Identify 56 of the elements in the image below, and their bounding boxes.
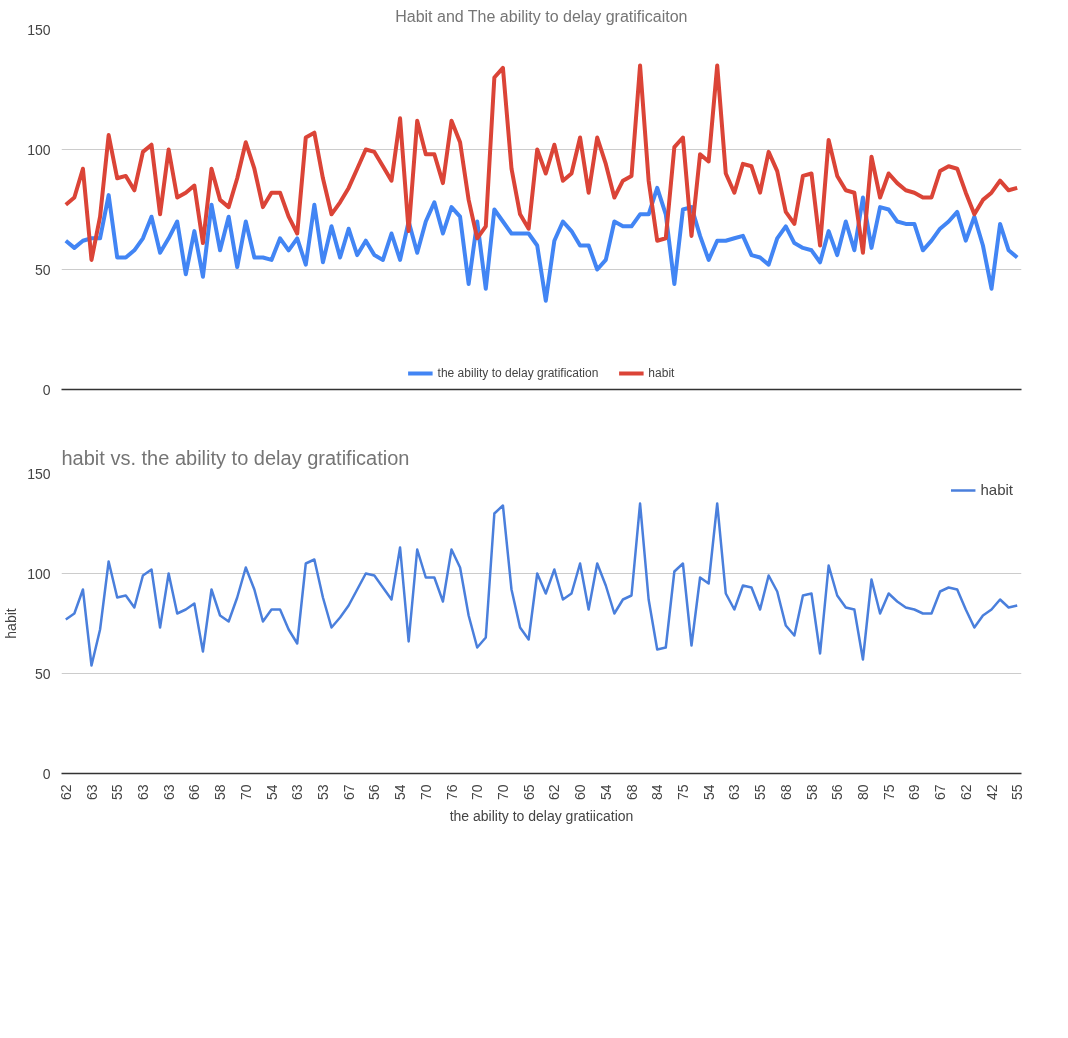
x-tick-label: 62 [957, 784, 974, 801]
x-tick-label: 54 [597, 784, 614, 801]
y-axis-title: habit [3, 608, 20, 639]
x-tick-label: 80 [854, 784, 871, 801]
y-tick-label: 0 [42, 381, 51, 398]
x-tick-label: 60 [572, 784, 589, 801]
x-tick-label: 70 [237, 784, 254, 801]
y-tick-label: 0 [42, 765, 51, 782]
x-tick-label: 63 [160, 784, 177, 801]
x-tick-label: 42 [983, 784, 1000, 801]
y-tick-label: 100 [27, 565, 51, 582]
x-tick-label: 56 [829, 784, 846, 801]
x-tick-label: 62 [546, 784, 563, 801]
x-tick-label: 54 [263, 784, 280, 801]
x-tick-label: 58 [803, 784, 820, 801]
x-tick-label: 54 [392, 784, 409, 801]
line-series [64, 502, 1019, 667]
y-tick-label: 50 [34, 665, 51, 682]
x-tick-label: 63 [726, 784, 743, 801]
x-tick-label: 62 [57, 784, 74, 801]
x-tick-label: 63 [83, 784, 100, 801]
x-tick-label: 55 [1009, 784, 1026, 801]
line-series [63, 63, 1020, 262]
x-tick-label: 53 [314, 784, 331, 801]
x-axis-title: the ability to delay gratiication [449, 808, 634, 825]
chart-title: Habit and The ability to delay gratificaiton [395, 7, 688, 25]
x-tick-label: 75 [880, 784, 897, 801]
y-tick-label: 150 [27, 465, 51, 482]
x-tick-label: 63 [289, 784, 306, 801]
y-tick-label: 50 [34, 261, 51, 278]
x-tick-label: 70 [417, 784, 434, 801]
x-tick-label: 67 [340, 784, 357, 801]
x-tick-label: 55 [752, 784, 769, 801]
x-tick-label: 66 [186, 784, 203, 801]
y-tick-label: 100 [27, 141, 51, 158]
x-tick-label: 84 [649, 784, 666, 801]
x-tick-label: 55 [109, 784, 126, 801]
x-tick-label: 54 [700, 784, 717, 801]
legend-label: the ability to delay gratification [437, 365, 599, 381]
x-tick-label: 58 [212, 784, 229, 801]
y-tick-label: 150 [27, 21, 51, 38]
legend-label: habit [648, 365, 675, 381]
x-tick-label: 65 [520, 784, 537, 801]
chart-title: habit vs. the ability to delay gratification [61, 446, 410, 469]
legend-label: habit [980, 481, 1013, 498]
x-tick-label: 69 [906, 784, 923, 801]
x-tick-label: 67 [932, 784, 949, 801]
x-tick-label: 63 [134, 784, 151, 801]
x-tick-label: 75 [674, 784, 691, 801]
line-series [63, 185, 1020, 303]
x-tick-label: 56 [366, 784, 383, 801]
x-tick-label: 70 [469, 784, 486, 801]
x-tick-label: 70 [494, 784, 511, 801]
x-tick-label: 68 [623, 784, 640, 801]
x-tick-label: 76 [443, 784, 460, 801]
x-tick-label: 68 [777, 784, 794, 801]
